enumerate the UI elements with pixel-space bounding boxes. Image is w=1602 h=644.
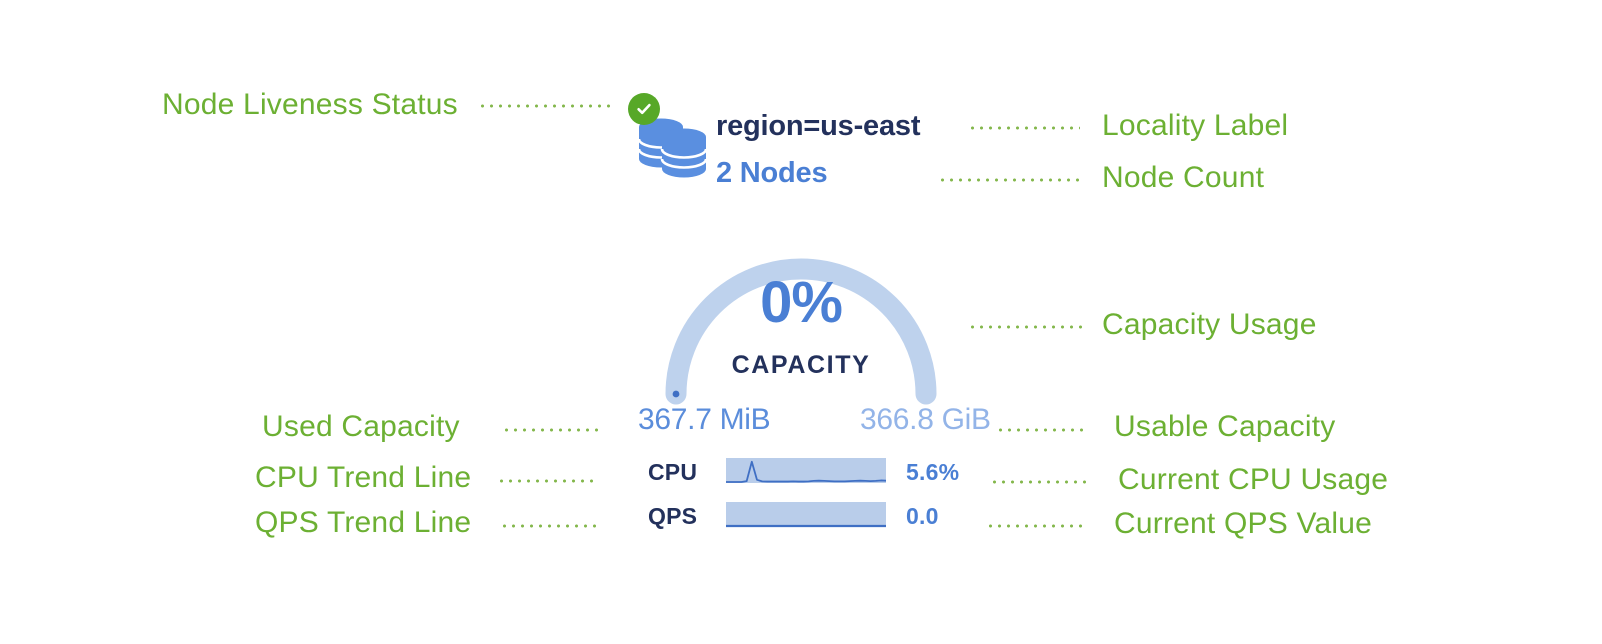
capacity-gauge[interactable]: 0% CAPACITY — [645, 198, 957, 408]
leader-node-count — [938, 178, 1084, 182]
annotation-node-liveness-status: Node Liveness Status — [162, 88, 458, 121]
annotation-cpu-trend-line: CPU Trend Line — [255, 461, 472, 494]
qps-metric-value: 0.0 — [906, 503, 939, 529]
annotation-current-cpu-usage: Current CPU Usage — [1118, 463, 1389, 496]
annotation-used-capacity: Used Capacity — [262, 410, 460, 443]
capacity-gauge-caption: CAPACITY — [731, 351, 871, 379]
cpu-metric-label: CPU — [648, 459, 698, 485]
annotation-locality-label: Locality Label — [1102, 109, 1289, 142]
annotation-capacity-usage: Capacity Usage — [1102, 308, 1317, 341]
leader-node-liveness-status — [478, 104, 614, 108]
annotation-qps-trend-line: QPS Trend Line — [255, 506, 472, 539]
leader-usable-capacity — [996, 428, 1088, 432]
node-liveness-badge[interactable] — [628, 93, 660, 125]
leader-used-capacity — [502, 428, 600, 432]
locality-label-value: region=us-east — [716, 110, 921, 142]
leader-locality-label — [968, 126, 1080, 130]
metric-row-cpu: CPU 5.6% — [648, 457, 988, 487]
qps-sparkline[interactable] — [726, 501, 886, 529]
cpu-sparkline[interactable] — [726, 457, 886, 485]
annotation-node-count: Node Count — [1102, 161, 1265, 194]
database-stack-icon — [637, 118, 708, 178]
leader-current-qps-value — [986, 524, 1084, 528]
qps-metric-label: QPS — [648, 503, 698, 529]
capacity-percent-value: 0% — [760, 270, 843, 335]
leader-capacity-usage — [968, 325, 1082, 329]
leader-cpu-trend-line — [497, 479, 597, 483]
node-summary-icon-group — [628, 93, 714, 181]
capacity-gauge-arc — [665, 258, 937, 405]
annotation-current-qps-value: Current QPS Value — [1114, 507, 1372, 540]
cpu-sparkline-chart — [726, 458, 886, 483]
cpu-metric-value: 5.6% — [906, 459, 960, 485]
node-count-value: 2 Nodes — [716, 157, 828, 189]
check-circle-icon — [637, 103, 651, 115]
metric-row-qps: QPS 0.0 — [648, 501, 988, 531]
leader-qps-trend-line — [500, 524, 598, 528]
leader-current-cpu-usage — [990, 480, 1088, 484]
annotation-usable-capacity: Usable Capacity — [1114, 410, 1336, 443]
usable-capacity-value: 366.8 GiB — [860, 403, 991, 436]
qps-sparkline-chart — [726, 502, 886, 528]
used-capacity-value: 367.7 MiB — [638, 403, 771, 436]
